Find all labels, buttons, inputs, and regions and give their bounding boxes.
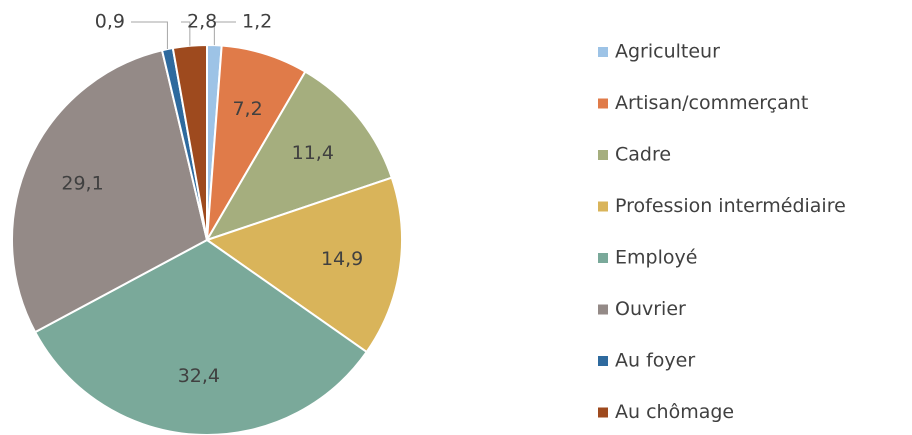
legend-label: Profession intermédiaire [615,195,846,217]
legend-label: Au foyer [615,350,695,372]
data-label: 32,4 [178,365,220,387]
legend-swatch [598,253,608,263]
data-label: 2,8 [187,11,217,33]
legend-label: Employé [615,247,697,269]
legend-label: Cadre [615,144,671,166]
legend-swatch [598,150,608,160]
legend-label: Artisan/commerçant [615,92,808,114]
pie-slice [171,43,208,241]
leader-line [131,21,168,50]
data-label: 11,4 [292,142,334,164]
leader-line [181,21,191,46]
pie-slice [11,49,209,334]
pie-slice [204,70,394,242]
legend-swatch [598,304,608,315]
legend-label: Ouvrier [615,298,686,320]
data-label: 0,9 [95,11,125,33]
legend-swatch [598,356,608,366]
data-label: 29,1 [61,172,103,194]
leader-line [213,21,236,46]
legend-swatch [598,98,608,109]
data-label: 1,2 [242,11,272,33]
pie-slice [204,176,403,354]
legend-swatch [598,201,608,212]
data-label: 7,2 [232,98,262,120]
legend-swatch [598,407,608,418]
data-label: 14,9 [321,248,363,270]
legend-label: Agriculteur [615,41,720,63]
legend-label: Au chômage [615,401,734,423]
legend-swatch [598,47,608,57]
